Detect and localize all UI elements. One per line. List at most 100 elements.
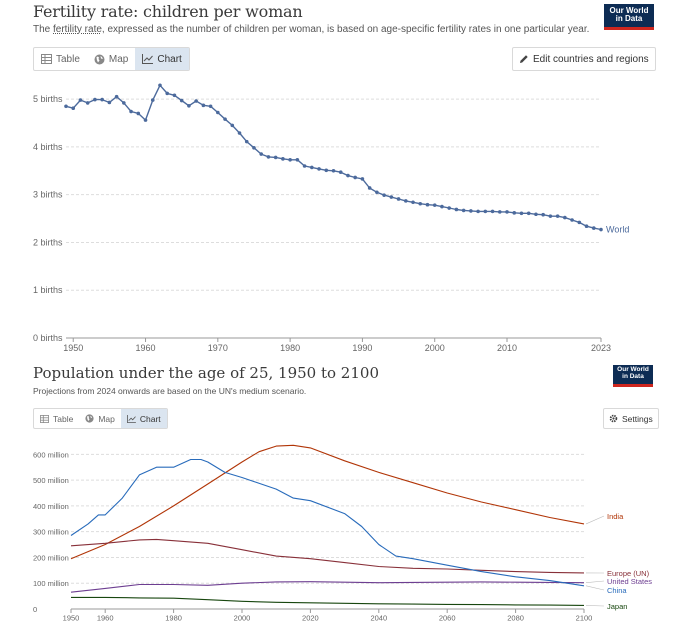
data-point[interactable] xyxy=(129,109,133,114)
data-point[interactable] xyxy=(360,177,365,181)
data-point[interactable] xyxy=(512,211,517,215)
data-point[interactable] xyxy=(216,110,220,115)
data-point[interactable] xyxy=(310,165,314,170)
data-point[interactable] xyxy=(179,98,184,103)
data-point[interactable] xyxy=(461,208,466,213)
data-point[interactable] xyxy=(266,155,271,159)
series-line-world[interactable] xyxy=(65,84,602,231)
logo2-line2: in Data xyxy=(622,372,644,380)
series-label-china[interactable]: China xyxy=(607,586,627,595)
data-point[interactable] xyxy=(252,146,256,150)
data-point[interactable] xyxy=(107,100,112,105)
data-point[interactable] xyxy=(353,175,357,180)
data-point[interactable] xyxy=(259,152,264,156)
data-point[interactable] xyxy=(526,211,531,216)
data-point[interactable] xyxy=(187,104,191,108)
data-point[interactable] xyxy=(375,190,379,195)
data-point[interactable] xyxy=(346,173,350,178)
owid-logo[interactable]: Our World in Data xyxy=(604,4,654,30)
data-point[interactable] xyxy=(447,206,451,210)
data-point[interactable] xyxy=(223,117,227,121)
series-line-india[interactable] xyxy=(70,444,585,560)
data-point[interactable] xyxy=(64,104,68,109)
data-point[interactable] xyxy=(85,101,90,105)
data-point[interactable] xyxy=(519,211,524,216)
series-label-india[interactable]: India xyxy=(607,512,624,521)
data-point[interactable] xyxy=(136,111,141,116)
series-label-united-states[interactable]: United States xyxy=(607,577,652,586)
data-point[interactable] xyxy=(172,93,177,98)
data-point[interactable] xyxy=(302,164,307,168)
tab-map[interactable]: Map xyxy=(79,409,121,428)
owid-logo-small[interactable]: Our World in Data xyxy=(613,365,653,387)
data-point[interactable] xyxy=(158,83,162,88)
tab-table[interactable]: Table xyxy=(34,48,87,70)
fertility-rate-link[interactable]: fertility rate xyxy=(53,24,102,35)
data-point[interactable] xyxy=(201,103,206,108)
data-point[interactable] xyxy=(143,118,148,122)
data-point[interactable] xyxy=(100,97,104,102)
data-point[interactable] xyxy=(389,195,394,199)
edit-countries-button[interactable]: Edit countries and regions xyxy=(512,47,656,71)
data-point[interactable] xyxy=(476,209,480,214)
data-point[interactable] xyxy=(418,201,423,206)
data-point[interactable] xyxy=(237,131,242,135)
data-point[interactable] xyxy=(425,202,430,207)
tab-chart[interactable]: Chart xyxy=(120,409,167,428)
data-point[interactable] xyxy=(71,106,76,110)
series-line-china[interactable] xyxy=(70,458,585,587)
data-point[interactable] xyxy=(505,210,509,214)
data-point[interactable] xyxy=(281,157,285,161)
data-point[interactable] xyxy=(295,157,300,162)
data-point[interactable] xyxy=(317,167,321,171)
data-point[interactable] xyxy=(338,170,343,175)
series-line-united-states[interactable] xyxy=(70,581,585,593)
data-point[interactable] xyxy=(230,123,235,128)
data-point[interactable] xyxy=(165,91,170,96)
data-point[interactable] xyxy=(541,212,545,217)
tab-chart[interactable]: Chart xyxy=(135,48,189,70)
data-point[interactable] xyxy=(548,214,553,218)
data-point[interactable] xyxy=(150,98,155,102)
series-label-world[interactable]: World xyxy=(606,225,629,235)
gear-icon xyxy=(609,414,618,423)
data-point[interactable] xyxy=(93,97,97,102)
data-point[interactable] xyxy=(273,155,278,160)
data-point[interactable] xyxy=(403,199,408,203)
data-point[interactable] xyxy=(570,218,574,222)
tab-map[interactable]: Map xyxy=(87,48,135,70)
data-point[interactable] xyxy=(534,212,538,217)
data-point[interactable] xyxy=(382,193,386,197)
data-point[interactable] xyxy=(331,168,336,173)
data-point[interactable] xyxy=(396,197,401,201)
data-point[interactable] xyxy=(490,209,495,214)
data-point[interactable] xyxy=(497,210,502,214)
data-point[interactable] xyxy=(577,220,582,225)
data-point[interactable] xyxy=(114,94,119,99)
data-point[interactable] xyxy=(324,168,329,173)
tab-table[interactable]: Table xyxy=(34,409,79,428)
data-point[interactable] xyxy=(367,186,372,190)
data-point[interactable] xyxy=(244,139,249,144)
data-point[interactable] xyxy=(208,104,213,109)
series-line-japan[interactable] xyxy=(71,596,585,606)
data-point[interactable] xyxy=(78,98,83,102)
series-label-japan[interactable]: Japan xyxy=(607,602,627,611)
data-point[interactable] xyxy=(411,200,415,205)
data-point[interactable] xyxy=(584,224,589,228)
series-label-europe[interactable]: Europe (UN) xyxy=(607,569,650,578)
data-point[interactable] xyxy=(483,209,488,214)
data-point[interactable] xyxy=(563,215,567,220)
settings-button[interactable]: Settings xyxy=(603,408,659,429)
data-point[interactable] xyxy=(288,157,292,162)
data-point[interactable] xyxy=(440,204,444,209)
data-point[interactable] xyxy=(194,99,198,103)
data-point[interactable] xyxy=(591,226,596,230)
data-point[interactable] xyxy=(469,209,473,213)
data-point[interactable] xyxy=(432,203,437,207)
data-point[interactable] xyxy=(599,227,603,232)
series-line-europe[interactable] xyxy=(70,538,585,574)
data-point[interactable] xyxy=(122,101,126,105)
data-point[interactable] xyxy=(555,214,560,218)
data-point[interactable] xyxy=(454,207,459,212)
